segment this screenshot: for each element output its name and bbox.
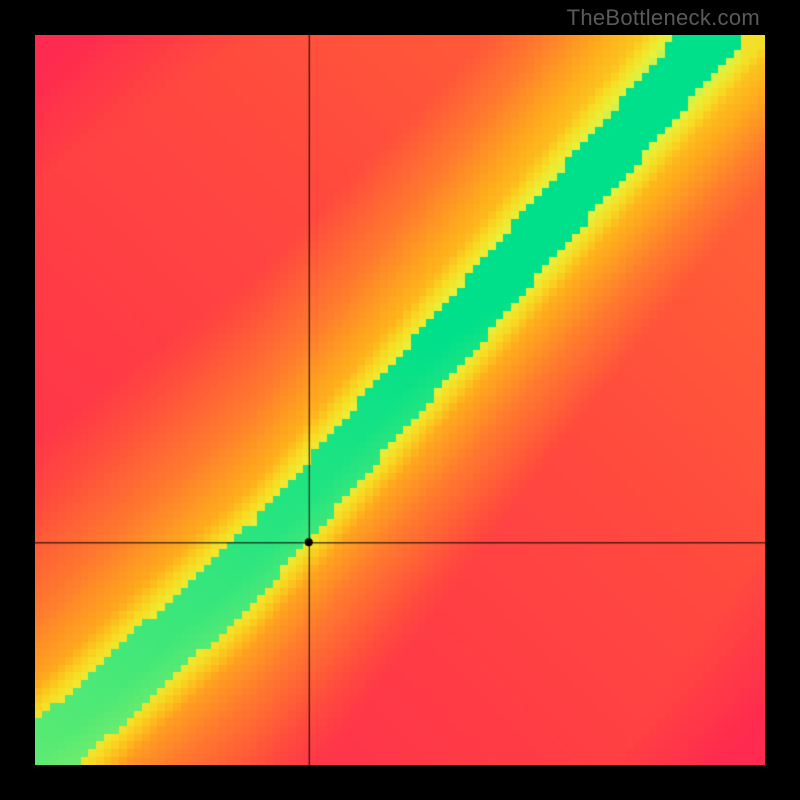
watermark-text: TheBottleneck.com	[567, 5, 760, 31]
bottleneck-heatmap	[35, 35, 765, 765]
